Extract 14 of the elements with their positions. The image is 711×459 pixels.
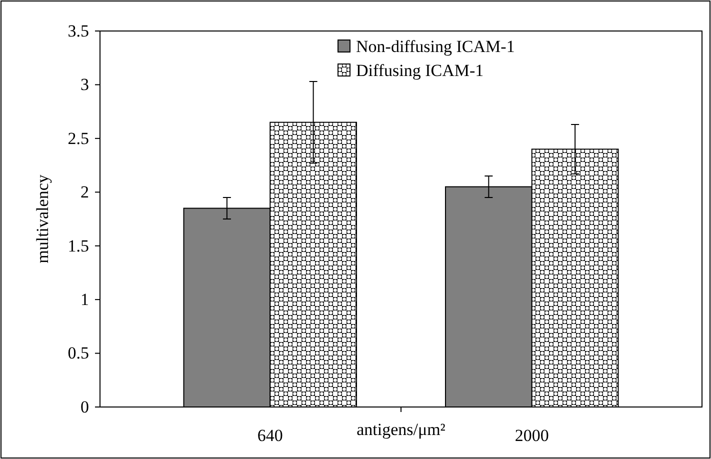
y-tick-label: 1 bbox=[80, 290, 89, 310]
y-tick-label: 1.5 bbox=[68, 236, 89, 256]
x-axis-title: antigens/μm² bbox=[356, 420, 446, 439]
y-tick-label: 0 bbox=[80, 397, 89, 416]
legend-label: Diffusing ICAM-1 bbox=[356, 61, 484, 80]
y-axis-title: multivalency bbox=[33, 174, 52, 264]
y-tick-label: 3 bbox=[80, 75, 89, 94]
legend-label: Non-diffusing ICAM-1 bbox=[356, 37, 515, 56]
y-tick-label: 2 bbox=[80, 182, 89, 202]
x-tick-label: 640 bbox=[257, 426, 283, 446]
x-tick-label: 2000 bbox=[514, 426, 549, 446]
y-tick-label: 2.5 bbox=[68, 128, 89, 148]
y-tick-label: 3.5 bbox=[68, 21, 89, 40]
y-tick-label: 0.5 bbox=[68, 344, 89, 363]
